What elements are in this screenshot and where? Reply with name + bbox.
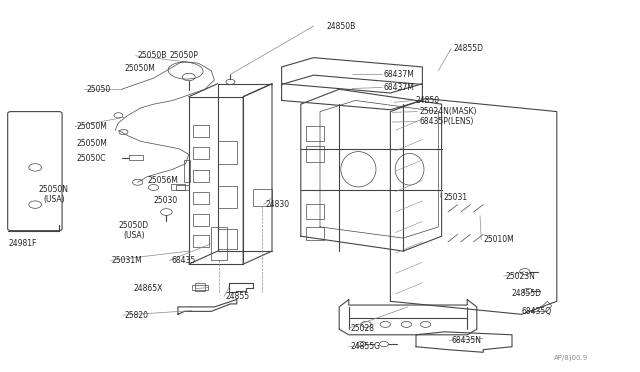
Text: 25024N(MASK): 25024N(MASK) bbox=[419, 107, 477, 116]
Bar bbox=[193, 214, 209, 226]
Text: 24850B: 24850B bbox=[326, 22, 356, 31]
Text: 25050M: 25050M bbox=[77, 122, 108, 131]
Text: 25031M: 25031M bbox=[112, 256, 143, 265]
Bar bbox=[193, 192, 209, 204]
Text: 25050P: 25050P bbox=[170, 51, 198, 60]
Text: 25056M: 25056M bbox=[147, 176, 178, 185]
Text: 25050M: 25050M bbox=[77, 139, 108, 148]
Text: 25820: 25820 bbox=[125, 311, 149, 320]
Text: 25028: 25028 bbox=[351, 324, 375, 333]
Text: 24855D: 24855D bbox=[512, 289, 542, 298]
Bar bbox=[218, 141, 237, 164]
Text: 25050M: 25050M bbox=[125, 64, 156, 73]
Text: 25030: 25030 bbox=[154, 196, 178, 205]
Text: 68437M: 68437M bbox=[384, 83, 415, 92]
Bar bbox=[218, 229, 237, 249]
Bar bbox=[195, 283, 205, 291]
Text: (USA): (USA) bbox=[44, 195, 65, 204]
Bar bbox=[193, 125, 209, 137]
Text: 24865X: 24865X bbox=[133, 284, 163, 293]
Text: 68437M: 68437M bbox=[384, 70, 415, 79]
Bar bbox=[193, 147, 209, 159]
Bar bbox=[171, 184, 185, 190]
Text: 25031: 25031 bbox=[444, 193, 468, 202]
Text: 25050: 25050 bbox=[86, 85, 111, 94]
Text: 68435P(LENS): 68435P(LENS) bbox=[419, 117, 474, 126]
Bar bbox=[192, 285, 208, 290]
Bar bbox=[306, 146, 324, 162]
Bar bbox=[184, 160, 190, 182]
Bar bbox=[193, 170, 209, 182]
Text: 68435N: 68435N bbox=[451, 336, 481, 345]
Bar bbox=[253, 189, 272, 206]
Bar bbox=[306, 126, 324, 141]
Bar bbox=[306, 204, 324, 219]
Text: 25050D: 25050D bbox=[118, 221, 148, 230]
Text: 68435Q: 68435Q bbox=[522, 307, 552, 316]
Text: 68435: 68435 bbox=[172, 256, 196, 265]
Text: 25050B: 25050B bbox=[138, 51, 167, 60]
Text: 24981F: 24981F bbox=[8, 239, 36, 248]
Text: 24850: 24850 bbox=[416, 96, 440, 105]
Bar bbox=[218, 186, 237, 208]
Text: 25010M: 25010M bbox=[483, 235, 514, 244]
Text: (USA): (USA) bbox=[124, 231, 145, 240]
Text: 24855G: 24855G bbox=[351, 342, 381, 351]
Bar bbox=[211, 227, 227, 260]
Text: 24855: 24855 bbox=[226, 292, 250, 301]
Bar bbox=[306, 227, 324, 240]
Text: 24830: 24830 bbox=[266, 200, 290, 209]
Bar bbox=[129, 155, 143, 160]
Text: 25023N: 25023N bbox=[506, 272, 536, 280]
Bar bbox=[193, 235, 209, 247]
Text: 25050C: 25050C bbox=[77, 154, 106, 163]
Text: 25050N: 25050N bbox=[38, 185, 68, 194]
Bar bbox=[176, 185, 189, 190]
Text: 24855D: 24855D bbox=[453, 44, 483, 53]
Text: AP/8)00.9: AP/8)00.9 bbox=[554, 355, 588, 361]
